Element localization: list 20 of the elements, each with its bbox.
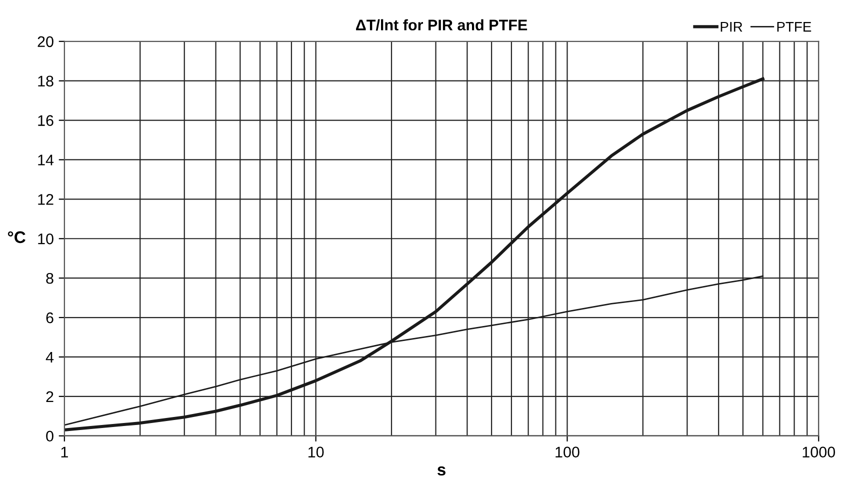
y-tick-label: 18 [38, 76, 54, 87]
x-tick-label: 100 [556, 446, 580, 458]
y-tick-label: 12 [38, 194, 54, 205]
y-tick-label: 16 [38, 115, 54, 126]
chart-title: ΔT/lnt for PIR and PTFE [356, 19, 528, 31]
x-tick-label: 10 [308, 446, 324, 458]
y-tick-label: 10 [38, 234, 54, 244]
y-tick-label: 20 [38, 36, 54, 48]
legend-label: PIR [720, 22, 742, 32]
x-tick-label: 1000 [802, 446, 836, 458]
y-tick-label: 6 [46, 312, 54, 324]
y-tick-label: 14 [38, 154, 54, 166]
y-tick-label: 8 [46, 272, 54, 284]
x-tick-label: 1 [61, 446, 68, 458]
y-axis-title: °C [8, 231, 26, 244]
legend-label: PTFE [777, 22, 812, 32]
y-tick-label: 0 [46, 430, 54, 442]
y-tick-label: 2 [46, 391, 54, 402]
x-axis-title: s [437, 466, 446, 476]
y-tick-label: 4 [46, 352, 54, 363]
